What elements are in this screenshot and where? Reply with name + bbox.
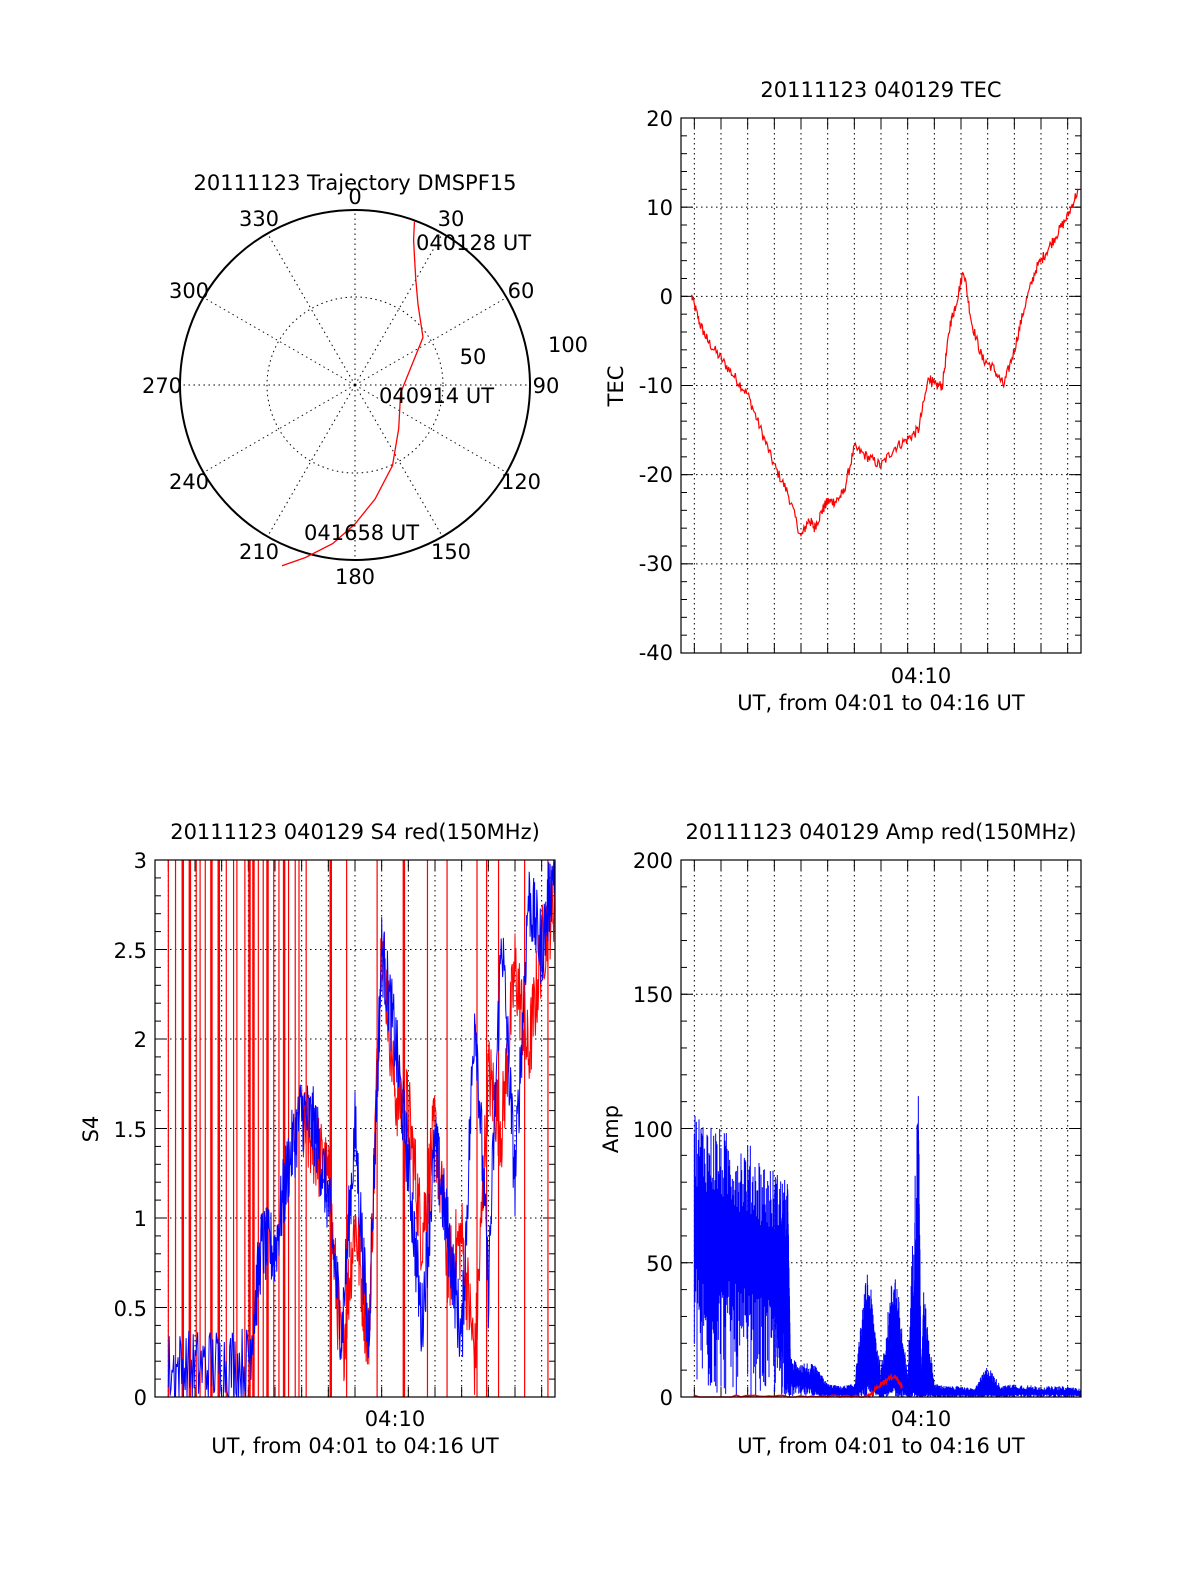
amp-xlabel: UT, from 04:01 to 04:16 UT <box>737 1434 1025 1458</box>
amp-ytick: 0 <box>660 1386 673 1410</box>
amp-ytick: 150 <box>633 983 673 1007</box>
tec-ytick: 10 <box>646 196 673 220</box>
s4-ytick: 2 <box>134 1028 147 1052</box>
amp-red-series-line <box>694 1372 903 1399</box>
polar-azimuth-label: 60 <box>508 279 535 303</box>
amp-ytick: 200 <box>633 849 673 873</box>
polar-spoke <box>267 384 356 537</box>
s4-ytick: 1 <box>134 1207 147 1231</box>
s4-ytick: 1.5 <box>114 1118 147 1142</box>
polar-spokes <box>180 210 530 560</box>
polar-outer-ring <box>179 209 531 561</box>
polar-azimuth-label: 180 <box>335 565 375 589</box>
polar-spoke <box>354 384 443 537</box>
s4-ytick: 3 <box>134 849 147 873</box>
polar-azimuth-label: 90 <box>533 374 560 398</box>
amp-ylabel: Amp <box>599 1105 623 1153</box>
amp-grid <box>681 859 1081 1398</box>
polar-spoke <box>354 297 507 386</box>
tec-xtick: 04:10 <box>891 664 952 688</box>
tec-y-tick-labels: 20 10 0 -10 -20 -30 -40 <box>639 107 673 665</box>
s4-red-series-line <box>301 870 556 1395</box>
polar-azimuth-label: 240 <box>169 470 209 494</box>
s4-ytick: 0.5 <box>114 1297 147 1321</box>
tec-ytick: -30 <box>639 552 673 576</box>
polar-trajectory-track <box>281 221 424 567</box>
tec-ytick: -40 <box>639 641 673 665</box>
s4-xlabel: UT, from 04:01 to 04:16 UT <box>211 1434 499 1458</box>
s4-panel: 20111123 040129 S4 red(150MHz) 3 2.5 2 1… <box>79 820 556 1458</box>
tec-ylabel: TEC <box>604 366 628 408</box>
s4-ticks <box>155 859 555 1398</box>
amp-panel: 20111123 040129 Amp red(150MHz) 200 150 … <box>599 820 1082 1458</box>
amp-ytick: 50 <box>646 1252 673 1276</box>
amp-ytick: 100 <box>633 1118 673 1142</box>
tec-ytick: -20 <box>639 463 673 487</box>
polar-azimuth-label: 270 <box>142 374 182 398</box>
amp-xtick: 04:10 <box>891 1407 952 1431</box>
polar-trajectory-panel: 20111123 Trajectory DMSPF15 0 30 60 90 120 15… <box>142 171 588 589</box>
tec-ytick: 0 <box>660 285 673 309</box>
amp-y-tick-labels: 200 150 100 50 0 <box>633 849 673 1410</box>
tec-title: 20111123 040129 TEC <box>760 78 1001 102</box>
tec-grid <box>681 117 1081 654</box>
tec-ytick: -10 <box>639 374 673 398</box>
s4-xtick: 04:10 <box>365 1407 426 1431</box>
amp-plot-frame <box>680 859 1082 1398</box>
polar-annotation-end: 041658 UT <box>304 521 419 545</box>
polar-ring-50 <box>266 296 444 474</box>
polar-spoke <box>354 384 507 473</box>
tec-series-line <box>691 188 1079 537</box>
polar-azimuth-label: 150 <box>431 540 471 564</box>
s4-blue-series-line <box>167 859 556 1398</box>
amp-title: 20111123 040129 Amp red(150MHz) <box>685 820 1076 844</box>
polar-azimuth-label: 30 <box>438 207 465 231</box>
s4-title: 20111123 040129 S4 red(150MHz) <box>170 820 540 844</box>
polar-spoke <box>354 233 443 386</box>
s4-ylabel: S4 <box>79 1116 103 1143</box>
polar-azimuth-label: 210 <box>239 540 279 564</box>
amp-blue-series <box>693 1096 1082 1397</box>
polar-radial-label-50: 50 <box>460 345 487 369</box>
polar-azimuth-label: 330 <box>239 207 279 231</box>
s4-ytick: 2.5 <box>114 939 147 963</box>
polar-annotation-mid: 040914 UT <box>379 384 494 408</box>
polar-spoke <box>203 297 356 386</box>
s4-plot-frame <box>154 859 556 1398</box>
polar-annotation-start: 040128 UT <box>416 231 531 255</box>
tec-xlabel: UT, from 04:01 to 04:16 UT <box>737 691 1025 715</box>
polar-spoke <box>267 233 356 386</box>
tec-panel: 20111123 040129 TEC 20 10 0 -10 -20 -30 … <box>604 78 1082 715</box>
polar-spoke <box>203 384 356 473</box>
polar-azimuth-labels: 0 30 60 90 120 150 180 210 240 270 300 330 <box>142 185 559 589</box>
polar-title: 20111123 Trajectory DMSPF15 <box>193 171 516 195</box>
tec-plot-frame <box>680 117 1082 654</box>
polar-azimuth-label: 300 <box>169 279 209 303</box>
tec-ytick: 20 <box>646 107 673 131</box>
polar-azimuth-label: 120 <box>501 470 541 494</box>
polar-radial-label-100: 100 <box>548 333 588 357</box>
s4-y-tick-labels: 3 2.5 2 1.5 1 0.5 0 <box>114 849 147 1410</box>
s4-ytick: 0 <box>134 1386 147 1410</box>
polar-azimuth-label: 0 <box>348 185 361 209</box>
